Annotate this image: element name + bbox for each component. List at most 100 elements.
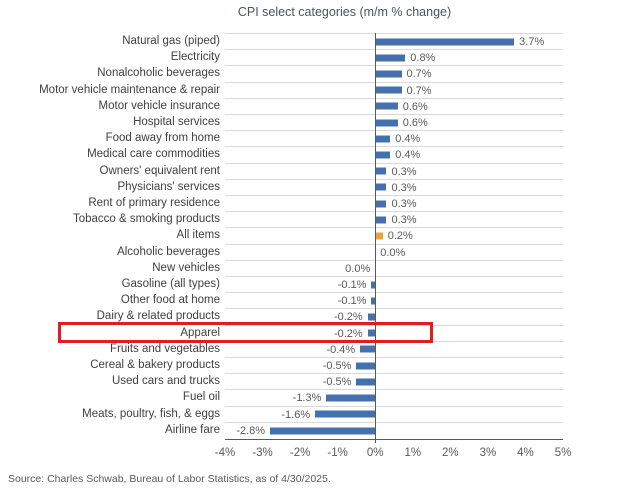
value-label: 0.7% <box>406 84 432 97</box>
source-note: Source: Charles Schwab, Bureau of Labor … <box>8 473 331 485</box>
category-label: Gasoline (all types) <box>121 278 220 290</box>
category-label: New vehicles <box>152 261 220 274</box>
category-label: Motor vehicle insurance <box>98 99 220 112</box>
category-label: Other food at home <box>120 294 220 307</box>
data-bar <box>360 345 376 353</box>
category-label: Apparel <box>180 326 220 339</box>
data-bar <box>375 86 402 94</box>
category-labels: Natural gas (piped) Electricity Nonalcohol… <box>0 33 220 438</box>
value-label: 0.4% <box>395 149 421 162</box>
data-bar <box>356 362 376 370</box>
data-bar <box>367 313 376 321</box>
category-label: Rent of primary residence <box>88 197 220 209</box>
value-label: 0.8% <box>410 52 436 65</box>
category-label: All items <box>176 229 220 242</box>
category-label: Fuel oil <box>182 391 220 404</box>
category-label: Motor vehicle maintenance & repair <box>39 83 220 96</box>
data-bar <box>375 70 402 78</box>
chart-row: 0.2% <box>225 228 563 245</box>
data-bar <box>375 167 387 175</box>
data-bar <box>356 378 376 386</box>
category-label: Airline fare <box>165 423 220 436</box>
chart-row: -0.2% <box>225 326 563 342</box>
data-bar <box>315 410 376 418</box>
category-label: Owners' equivalent rent <box>99 164 220 177</box>
category-label: Meats, poultry, fish, & eggs <box>82 407 220 420</box>
chart-row: 0.8% <box>225 50 563 67</box>
category-label: Natural gas (piped) <box>122 35 220 47</box>
chart-row: -0.1% <box>225 277 563 294</box>
x-axis-tick-label: -4% <box>214 447 236 459</box>
value-label: -0.4% <box>326 343 356 356</box>
data-bar <box>375 151 391 159</box>
value-label: -0.1% <box>337 295 367 308</box>
value-label: -1.6% <box>281 408 311 421</box>
value-label: 0.3% <box>391 198 417 210</box>
chart-row: -0.5% <box>225 358 563 375</box>
value-label: 0.0% <box>380 246 406 259</box>
value-label: 0.6% <box>402 117 428 129</box>
value-label: 3.7% <box>519 36 545 48</box>
data-bar <box>270 427 376 435</box>
value-label: -0.2% <box>333 327 363 340</box>
x-axis-tick-label: 2% <box>442 447 459 459</box>
value-label: 0.7% <box>406 68 432 81</box>
value-label: -0.2% <box>333 311 363 324</box>
value-label: -0.5% <box>322 360 352 372</box>
value-label: 0.2% <box>387 230 413 243</box>
data-bar <box>375 135 391 143</box>
chart-row: 0.7% <box>225 83 563 99</box>
data-bar <box>375 232 383 240</box>
value-label: 0.6% <box>402 100 428 113</box>
category-label: Fruits and vegetables <box>110 342 220 355</box>
category-label: Medical care commodities <box>87 148 220 161</box>
data-bar <box>375 54 406 62</box>
data-bar <box>375 183 387 191</box>
category-label: Physicians' services <box>117 180 220 193</box>
data-bar <box>371 297 376 305</box>
value-label: -0.5% <box>322 376 352 389</box>
chart-row: -0.4% <box>225 342 563 358</box>
data-bar <box>375 102 398 110</box>
chart-title: CPI select categories (m/m % change) <box>237 5 452 19</box>
x-axis-tick-label: -2% <box>289 447 311 459</box>
x-axis-tick-label: 3% <box>479 447 497 459</box>
category-label: Electricity <box>170 51 220 64</box>
category-label: Cereal & bakery products <box>90 359 220 371</box>
chart-row: 0.4% <box>225 147 563 164</box>
data-bar <box>375 38 515 46</box>
category-label: Used cars and trucks <box>111 375 220 388</box>
chart-row: 0.3% <box>225 196 563 213</box>
chart-row: 0.7% <box>225 66 563 83</box>
data-bar <box>375 200 387 208</box>
chart-row: -1.3% <box>225 390 563 407</box>
chart-row: 0.0% <box>225 245 563 261</box>
category-label: Dairy & related products <box>96 310 220 323</box>
chart-row: -0.2% <box>225 309 563 326</box>
value-label: -1.3% <box>292 392 322 405</box>
chart-row: 0.6% <box>225 99 563 115</box>
value-label: 0.4% <box>395 133 421 146</box>
value-label: 0.0% <box>345 262 371 275</box>
data-bar <box>375 119 398 127</box>
value-label: -2.8% <box>236 424 266 437</box>
category-label: Food away from home <box>105 132 220 145</box>
chart-row: -0.5% <box>225 374 563 391</box>
chart-row: 3.7% <box>225 34 563 51</box>
value-label: 0.3% <box>391 214 417 227</box>
category-label: Nonalcoholic beverages <box>97 67 220 80</box>
category-label: Hospital services <box>133 116 220 128</box>
zero-axis-line <box>375 33 376 443</box>
x-axis-tick-label: -1% <box>327 447 348 459</box>
chart-row: 0.6% <box>225 115 563 132</box>
chart-row: 0.3% <box>225 180 563 196</box>
value-label: 0.3% <box>391 165 417 178</box>
chart-row: 0.3% <box>225 212 563 229</box>
x-axis-tick-label: 0% <box>366 447 384 459</box>
chart-row: 0.3% <box>225 164 563 180</box>
x-axis-tick-label: 1% <box>404 447 422 459</box>
plot-area: 3.7% 0.8% 0.7% 0.7% 0.6% 0.6% 0.4% 0.4% 0.3% 0.3%… <box>225 33 563 440</box>
value-label: 0.3% <box>391 181 417 194</box>
category-label: Alcoholic beverages <box>117 245 220 258</box>
